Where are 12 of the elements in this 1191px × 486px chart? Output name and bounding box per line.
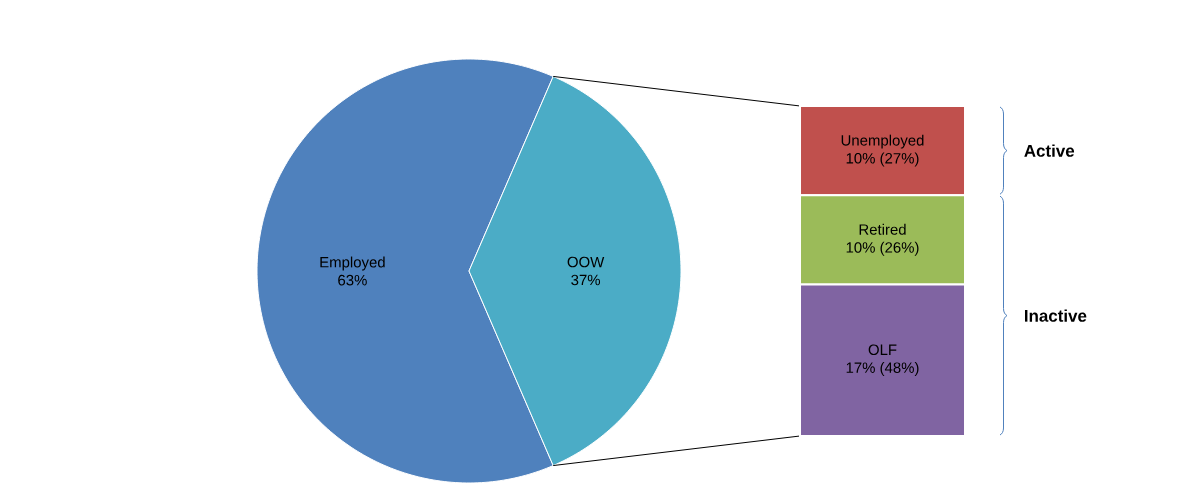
series-label: Retired [859,223,906,235]
series-label: Unemployed [841,134,924,149]
data-label: 37% [571,274,601,286]
series-label: OLF [868,344,897,356]
data-label: 10% (27%) [846,152,919,167]
data-label: 63% [338,274,367,286]
data-label: 10% (26%) [846,241,919,256]
data-label: 17% (48%) [846,361,919,376]
text: Inactive [1024,309,1087,322]
text: Active [1024,144,1075,157]
slice-label: Employed [320,256,385,271]
slice-label: OOW [567,256,605,268]
